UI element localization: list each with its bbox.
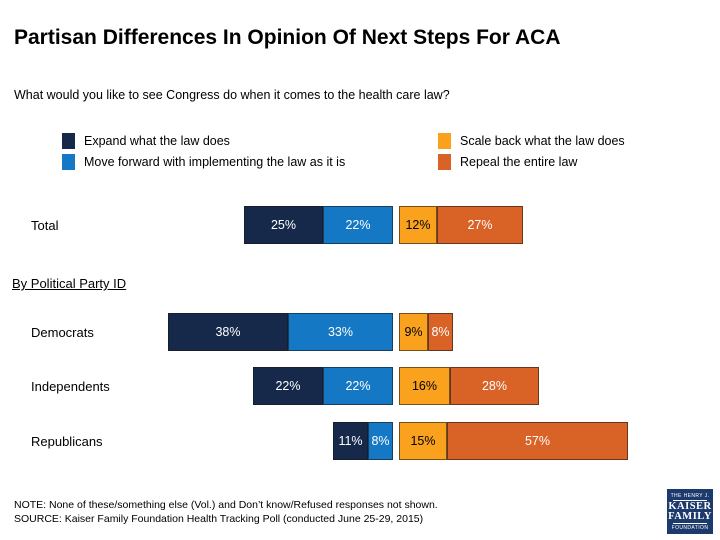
page-title: Partisan Differences In Opinion Of Next … bbox=[14, 26, 561, 49]
right-bar-group-republicans: 15% 57% bbox=[399, 422, 628, 460]
legend-item-repeal: Repeal the entire law bbox=[438, 153, 577, 170]
category-label-democrats: Democrats bbox=[31, 324, 94, 340]
segment-value-label: 33% bbox=[327, 325, 354, 339]
segment-value-label: 9% bbox=[404, 325, 423, 339]
right-bar-group-independents: 16% 28% bbox=[399, 367, 539, 405]
legend-item-expand: Expand what the law does bbox=[62, 132, 230, 149]
left-bar-group-independents: 22% 22% bbox=[253, 367, 393, 405]
segment-value-label: 25% bbox=[270, 218, 297, 232]
segment-scale-back: 15% bbox=[399, 422, 447, 460]
footnotes: NOTE: None of these/something else (Vol.… bbox=[14, 499, 438, 526]
left-bar-group-total: 25% 22% bbox=[244, 206, 393, 244]
legend-swatch-repeal bbox=[438, 153, 451, 170]
legend-swatch-move-forward bbox=[62, 153, 75, 170]
segment-move-forward: 8% bbox=[368, 422, 393, 460]
chart-question: What would you like to see Congress do w… bbox=[14, 88, 450, 102]
segment-move-forward: 33% bbox=[288, 313, 393, 351]
section-label: By Political Party ID bbox=[12, 276, 127, 291]
segment-value-label: 16% bbox=[411, 379, 438, 393]
segment-move-forward: 22% bbox=[323, 367, 393, 405]
legend-swatch-expand bbox=[62, 132, 75, 149]
logo-foundation: FOUNDATION bbox=[671, 524, 709, 531]
segment-value-label: 38% bbox=[215, 325, 241, 339]
logo-divider bbox=[673, 522, 707, 524]
source-line: SOURCE: Kaiser Family Foundation Health … bbox=[14, 512, 424, 525]
category-label-independents: Independents bbox=[31, 378, 110, 394]
segment-value-label: 8% bbox=[431, 325, 450, 339]
segment-value-label: 11% bbox=[338, 434, 363, 448]
segment-expand: 25% bbox=[244, 206, 323, 244]
segment-scale-back: 12% bbox=[399, 206, 437, 244]
segment-value-label: 22% bbox=[275, 379, 301, 393]
logo-divider bbox=[673, 499, 707, 501]
left-bar-group-republicans: 11% 8% bbox=[333, 422, 393, 460]
kff-logo: THE HENRY J. KAISER FAMILY FOUNDATION bbox=[667, 489, 713, 534]
segment-value-label: 8% bbox=[371, 434, 390, 448]
logo-line-top: THE HENRY J. bbox=[670, 492, 710, 499]
segment-expand: 11% bbox=[333, 422, 368, 460]
logo-kaiser: KAISER bbox=[668, 500, 712, 512]
category-label-total: Total bbox=[31, 217, 59, 233]
left-bar-group-democrats: 38% 33% bbox=[168, 313, 393, 351]
legend-label-expand: Expand what the law does bbox=[84, 133, 230, 148]
segment-scale-back: 9% bbox=[399, 313, 428, 351]
segment-value-label: 12% bbox=[405, 218, 431, 232]
segment-scale-back: 16% bbox=[399, 367, 450, 405]
logo-family: FAMILY bbox=[668, 510, 712, 522]
segment-value-label: 28% bbox=[481, 379, 508, 393]
legend-label-repeal: Repeal the entire law bbox=[460, 154, 578, 169]
segment-expand: 38% bbox=[168, 313, 288, 351]
right-bar-group-total: 12% 27% bbox=[399, 206, 523, 244]
segment-expand: 22% bbox=[253, 367, 323, 405]
segment-repeal: 57% bbox=[447, 422, 628, 460]
segment-value-label: 22% bbox=[345, 379, 371, 393]
segment-move-forward: 22% bbox=[323, 206, 393, 244]
segment-value-label: 27% bbox=[467, 218, 493, 232]
legend-label-move-forward: Move forward with implementing the law a… bbox=[84, 154, 346, 169]
category-label-republicans: Republicans bbox=[31, 433, 103, 449]
segment-repeal: 28% bbox=[450, 367, 539, 405]
legend-swatch-scale-back bbox=[438, 132, 451, 149]
note-line: NOTE: None of these/something else (Vol.… bbox=[14, 499, 438, 511]
legend-item-scale-back: Scale back what the law does bbox=[438, 132, 625, 149]
segment-value-label: 57% bbox=[524, 434, 551, 448]
legend-label-scale-back: Scale back what the law does bbox=[460, 133, 625, 148]
segment-repeal: 27% bbox=[437, 206, 523, 244]
segment-value-label: 15% bbox=[410, 434, 436, 448]
segment-value-label: 22% bbox=[345, 218, 371, 232]
segment-repeal: 8% bbox=[428, 313, 453, 351]
right-bar-group-democrats: 9% 8% bbox=[399, 313, 453, 351]
legend-item-move-forward: Move forward with implementing the law a… bbox=[62, 153, 345, 170]
